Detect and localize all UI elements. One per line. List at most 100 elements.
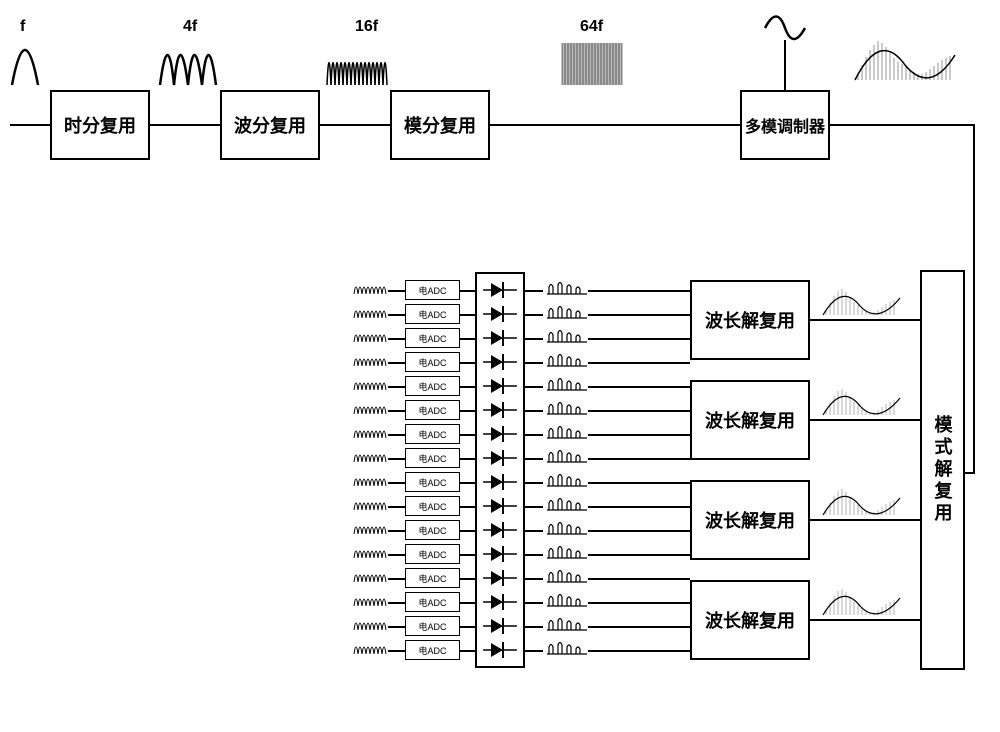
adc-to-det-line [460, 362, 475, 364]
pulse-to-adc-line [388, 314, 405, 316]
slot-to-wl-line [588, 362, 690, 364]
pulse-to-adc-line [388, 458, 405, 460]
md-to-wl1 [810, 319, 920, 321]
adc-to-det-line [460, 458, 475, 460]
adc-box: 电ADC [405, 424, 460, 444]
adc-box: 电ADC [405, 400, 460, 420]
det-to-slot-line [525, 578, 543, 580]
modulated-output-icon [850, 25, 960, 85]
adc-box: 电ADC [405, 592, 460, 612]
pulse-to-adc-line [388, 650, 405, 652]
pulse-to-adc-line [388, 506, 405, 508]
slot-to-wl-line [588, 386, 690, 388]
time-pulse-icon [352, 302, 390, 320]
photodetector-icon [481, 568, 519, 588]
time-pulse-icon [352, 350, 390, 368]
adc-box: 电ADC [405, 448, 460, 468]
tdm-block: 时分复用 [50, 90, 150, 160]
photodetector-icon [481, 592, 519, 612]
top-backbone-line [10, 124, 975, 126]
time-pulse-icon [352, 422, 390, 440]
wl-demux-1-label: 波长解复用 [705, 307, 795, 333]
sampled-pulse-icon [545, 278, 589, 296]
time-pulse-icon [352, 566, 390, 584]
slot-to-wl-line [588, 554, 690, 556]
photodetector-icon [481, 544, 519, 564]
slot-to-wl-line [588, 506, 690, 508]
pulse-to-adc-line [388, 482, 405, 484]
sampled-pulse-icon [545, 518, 589, 536]
label-f: f [20, 18, 25, 36]
time-pulse-icon [352, 494, 390, 512]
sampled-pulse-icon [545, 590, 589, 608]
det-to-slot-line [525, 314, 543, 316]
time-pulse-icon [352, 518, 390, 536]
mode-demux-label: 模式解复用 [930, 415, 956, 525]
wl-demux-1: 波长解复用 [690, 280, 810, 360]
photodetector-icon [481, 496, 519, 516]
slot-to-wl-line [588, 458, 690, 460]
pulse-16f-icon [325, 35, 390, 90]
slot-to-wl-line [588, 602, 690, 604]
sampled-pulse-icon [545, 326, 589, 344]
photodetector-icon [481, 352, 519, 372]
photodetector-icon [481, 640, 519, 660]
time-pulse-icon [352, 446, 390, 464]
photodetector-icon [481, 400, 519, 420]
photodetector-icon [481, 280, 519, 300]
adc-to-det-line [460, 554, 475, 556]
photodetector-icon [481, 376, 519, 396]
det-to-slot-line [525, 362, 543, 364]
adc-box: 电ADC [405, 496, 460, 516]
pulse-to-adc-line [388, 626, 405, 628]
adc-box: 电ADC [405, 304, 460, 324]
pulse-to-adc-line [388, 410, 405, 412]
adc-to-det-line [460, 482, 475, 484]
sampled-pulse-icon [545, 374, 589, 392]
md-to-wl3 [810, 519, 920, 521]
adc-to-det-line [460, 530, 475, 532]
modulator-block: 多模调制器 [740, 90, 830, 160]
pulse-to-adc-line [388, 434, 405, 436]
slot-to-wl-line [588, 578, 690, 580]
wdm-block: 波分复用 [220, 90, 320, 160]
adc-box: 电ADC [405, 376, 460, 396]
photodetector-icon [481, 520, 519, 540]
pulse-to-adc-line [388, 362, 405, 364]
det-to-slot-line [525, 434, 543, 436]
adc-box: 电ADC [405, 328, 460, 348]
md-to-wl2 [810, 419, 920, 421]
slot-to-wl-line [588, 482, 690, 484]
time-pulse-icon [352, 326, 390, 344]
slot-to-wl-line [588, 434, 690, 436]
wl-demux-2: 波长解复用 [690, 380, 810, 460]
pulse-to-adc-line [388, 530, 405, 532]
sampled-pulse-icon [545, 446, 589, 464]
adc-box: 电ADC [405, 568, 460, 588]
slot-to-wl-line [588, 338, 690, 340]
photodetector-icon [481, 472, 519, 492]
det-to-slot-line [525, 290, 543, 292]
pulse-to-adc-line [388, 386, 405, 388]
adc-to-det-line [460, 314, 475, 316]
sampled-pulse-icon [545, 638, 589, 656]
det-to-slot-line [525, 602, 543, 604]
slot-to-wl-line [588, 290, 690, 292]
wdm-label: 波分复用 [234, 112, 306, 138]
mod-icon-2 [820, 380, 905, 418]
mode-demux-block: 模式解复用 [920, 270, 965, 670]
wl-demux-3-label: 波长解复用 [705, 507, 795, 533]
photodetector-icon [481, 448, 519, 468]
photodetector-icon [481, 616, 519, 636]
adc-box: 电ADC [405, 280, 460, 300]
pulse-4f-icon [158, 35, 218, 90]
det-to-slot-line [525, 626, 543, 628]
tdm-label: 时分复用 [64, 112, 136, 138]
slot-to-wl-line [588, 530, 690, 532]
adc-box: 电ADC [405, 520, 460, 540]
backbone-down-line [973, 124, 975, 474]
adc-to-det-line [460, 578, 475, 580]
adc-to-det-line [460, 626, 475, 628]
wl-demux-4: 波长解复用 [690, 580, 810, 660]
wl-demux-4-label: 波长解复用 [705, 607, 795, 633]
